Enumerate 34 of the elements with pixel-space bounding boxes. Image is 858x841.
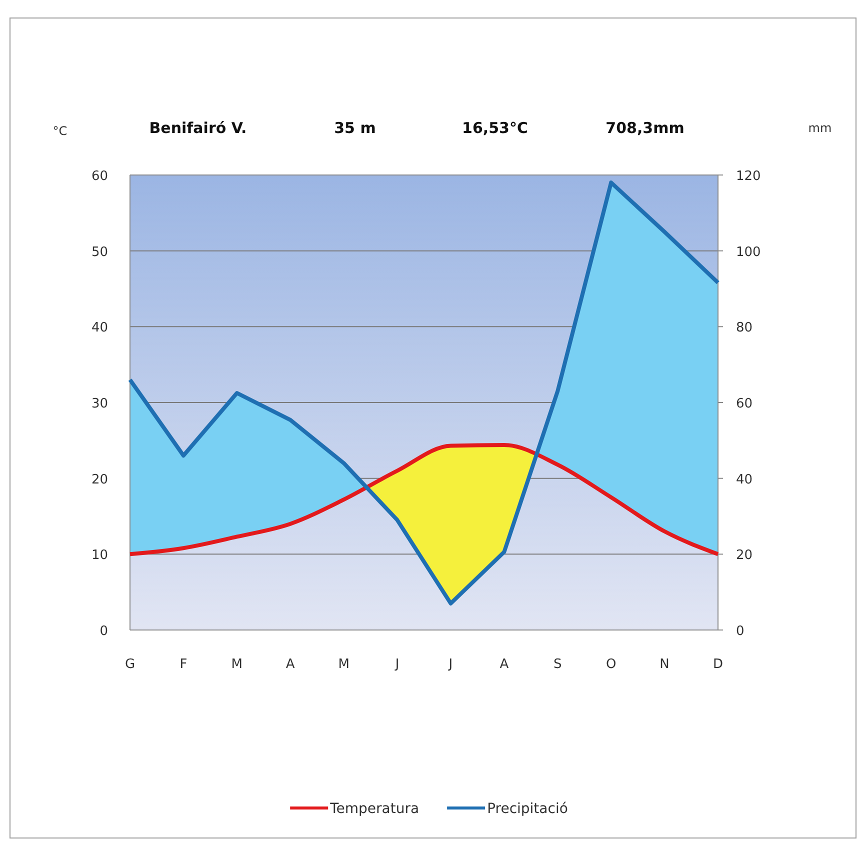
text: 35 m [334, 119, 376, 137]
y2-tick-label: 60 [736, 396, 753, 412]
x-tick-label: J [394, 657, 400, 672]
y-tick-label: 30 [91, 396, 108, 412]
y-axis-title: °C [52, 124, 68, 138]
x-tick-label: N [660, 657, 670, 672]
y2-tick-label: 0 [736, 624, 744, 639]
text: 16,53°C [462, 119, 528, 137]
y2-axis-title: mm [808, 121, 832, 135]
chart-title: Benifairó V. [149, 119, 247, 137]
y-tick-label: 0 [100, 624, 108, 639]
x-tick-label: M [231, 657, 243, 672]
y2-tick-label: 100 [736, 244, 761, 260]
y2-tick-label: 80 [736, 320, 753, 336]
x-tick-label: S [554, 657, 562, 672]
x-tick-label: F [180, 657, 188, 672]
x-tick-label: G [124, 657, 136, 672]
legend-label: Temperatura [329, 801, 420, 817]
y-tick-label: 50 [91, 244, 108, 260]
x-tick-label: M [338, 657, 350, 672]
y-tick-label: 40 [91, 320, 108, 336]
x-tick-label: A [500, 657, 509, 672]
text: 708,3mm [606, 119, 684, 137]
y2-tick-label: 120 [736, 169, 761, 184]
y-tick-label: 20 [91, 472, 108, 488]
x-tick-label: D [712, 657, 724, 672]
y2-tick-label: 20 [736, 548, 753, 564]
x-tick-label: A [286, 657, 295, 672]
y-tick-label: 60 [91, 169, 108, 184]
x-tick-label: O [606, 657, 616, 672]
y2-tick-label: 40 [736, 472, 753, 488]
y-tick-label: 10 [91, 548, 108, 564]
legend-label: Precipitació [487, 801, 568, 817]
x-tick-label: J [448, 657, 453, 672]
